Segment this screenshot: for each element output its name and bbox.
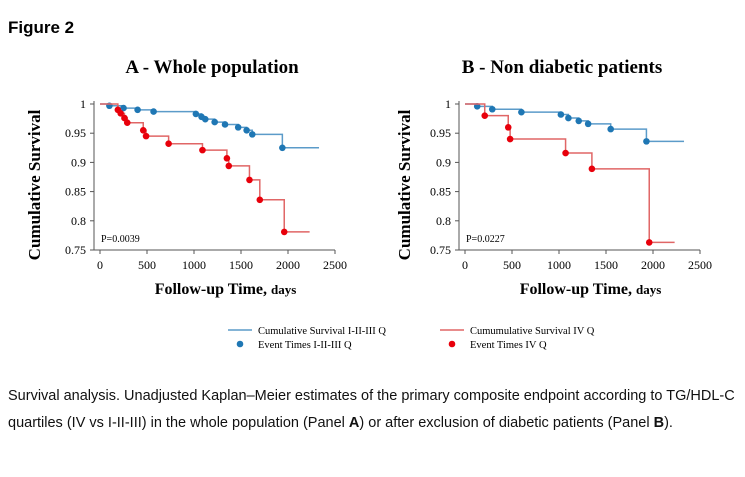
event-dot-b-q4-2 bbox=[506, 135, 514, 143]
legend-label-q4-dot: Event Times IV Q bbox=[470, 340, 547, 351]
event-dot-a-q4-4 bbox=[139, 126, 147, 134]
y-tick-label-b-4: 0.95 bbox=[430, 126, 451, 140]
caption-part-3: B bbox=[653, 415, 665, 431]
axes-a: 0.75 0.8 0.85 0.9 0.95 1 0 500 1000 1500 2000 2500 bbox=[65, 97, 347, 272]
x-axis-label-a: Follow-up Time, days bbox=[155, 281, 297, 298]
y-tick-label-b-1: 0.8 bbox=[436, 214, 451, 228]
event-dot-b-q123-6 bbox=[584, 120, 592, 128]
panel-a: A - Whole population Cumulative Survival 0… bbox=[25, 57, 347, 298]
km-curve-b-q4 bbox=[465, 103, 675, 244]
event-dot-b-q123-8 bbox=[643, 138, 650, 145]
event-dot-a-q123-4 bbox=[192, 110, 200, 118]
event-dot-b-q4-4 bbox=[588, 165, 596, 173]
legend-swatch-q4-dot bbox=[448, 340, 456, 348]
x-tick-label-b-2: 1000 bbox=[547, 258, 571, 272]
x-tick-label-b-5: 2500 bbox=[688, 258, 712, 272]
x-tick-label-b-3: 1500 bbox=[594, 258, 618, 272]
figure-caption: Survival analysis. Unadjusted Kaplan–Mei… bbox=[8, 383, 736, 437]
y-tick-label-a-5: 1 bbox=[80, 97, 86, 111]
legend-item-q4-dot: Event Times IV Q bbox=[448, 340, 547, 351]
x-axis-label-unit-a: days bbox=[271, 282, 296, 297]
chart-title-b: B - Non diabetic patients bbox=[462, 57, 663, 78]
event-dot-a-q123-1 bbox=[120, 104, 127, 112]
y-tick-label-b-3: 0.9 bbox=[436, 155, 451, 169]
x-axis-label-main-a: Follow-up Time, bbox=[155, 281, 271, 298]
x-tick-label-a-4: 2000 bbox=[276, 258, 300, 272]
km-curve-a-q4 bbox=[100, 103, 310, 233]
x-tick-label-b-4: 2000 bbox=[641, 258, 665, 272]
event-dot-b-q123-2 bbox=[518, 108, 525, 116]
event-dot-a-q123-8 bbox=[221, 121, 229, 128]
axes-b: 0.75 0.8 0.85 0.9 0.95 1 0 500 1000 1500 2000 2500 bbox=[430, 97, 712, 272]
event-dot-b-q123-5 bbox=[575, 117, 583, 125]
event-dot-a-q4-3 bbox=[123, 119, 131, 126]
x-tick-label-a-0: 0 bbox=[97, 258, 103, 272]
event-dot-a-q4-6 bbox=[165, 140, 172, 148]
caption-part-4: ). bbox=[664, 415, 673, 431]
event-dot-a-q123-11 bbox=[248, 131, 256, 138]
event-dot-a-q123-12 bbox=[279, 144, 286, 152]
legend-label-q4-line: Cumumulative Survival IV Q bbox=[470, 326, 595, 337]
y-tick-label-a-0: 0.75 bbox=[65, 243, 86, 257]
x-tick-label-a-3: 1500 bbox=[229, 258, 253, 272]
y-tick-label-a-4: 0.95 bbox=[65, 126, 86, 140]
figure-heading: Figure 2 bbox=[8, 18, 75, 37]
legend-label-q123-line: Cumulative Survival I-II-III Q bbox=[258, 326, 386, 337]
caption-part-2: ) or after exclusion of diabetic patient… bbox=[359, 415, 654, 431]
event-dot-b-q123-1 bbox=[488, 105, 496, 113]
event-dot-a-q123-6 bbox=[201, 115, 209, 123]
event-dot-a-q4-1 bbox=[117, 110, 124, 117]
x-tick-label-a-1: 500 bbox=[138, 258, 156, 272]
event-dot-a-q123-7 bbox=[211, 118, 218, 126]
y-tick-label-b-0: 0.75 bbox=[430, 243, 451, 257]
event-dot-b-q123-7 bbox=[607, 125, 614, 133]
x-tick-label-b-1: 500 bbox=[503, 258, 521, 272]
event-dot-b-q123-3 bbox=[557, 111, 565, 118]
y-tick-label-a-2: 0.85 bbox=[65, 185, 86, 199]
event-dot-b-q4-0 bbox=[481, 112, 489, 119]
legend-item-q4-line: Cumumulative Survival IV Q bbox=[440, 326, 595, 337]
y-axis-label-a: Cumulative Survival bbox=[25, 109, 44, 260]
event-dot-b-q4-5 bbox=[645, 239, 653, 246]
event-dot-b-q4-1 bbox=[504, 124, 512, 131]
event-dot-b-q123-4 bbox=[565, 114, 572, 122]
y-tick-label-a-1: 0.8 bbox=[71, 214, 86, 228]
event-dot-a-q123-10 bbox=[243, 126, 250, 134]
event-dot-a-q4-10 bbox=[246, 176, 253, 184]
x-tick-label-b-0: 0 bbox=[462, 258, 468, 272]
event-dot-a-q4-11 bbox=[256, 196, 264, 204]
caption-part-1: A bbox=[348, 415, 360, 431]
panel-b: B - Non diabetic patients Cumulative Surv… bbox=[395, 57, 712, 298]
event-dot-a-q4-8 bbox=[223, 155, 231, 162]
event-dot-a-q123-9 bbox=[234, 124, 242, 131]
legend: Cumulative Survival I-II-III Q Cumumulati… bbox=[228, 326, 595, 351]
y-tick-label-b-2: 0.85 bbox=[430, 185, 451, 199]
legend-swatch-q123-dot bbox=[236, 340, 244, 348]
x-axis-label-unit-b: days bbox=[636, 282, 661, 297]
event-dot-a-q4-7 bbox=[199, 146, 206, 154]
y-tick-label-a-3: 0.9 bbox=[71, 155, 86, 169]
event-dot-b-q4-3 bbox=[562, 149, 569, 157]
legend-item-q123-line: Cumulative Survival I-II-III Q bbox=[228, 326, 386, 337]
event-dot-a-q4-12 bbox=[280, 228, 288, 236]
event-dot-a-q4-9 bbox=[225, 162, 233, 170]
legend-item-q123-dot: Event Times I-II-III Q bbox=[236, 340, 352, 351]
km-figure: A - Whole population Cumulative Survival 0… bbox=[25, 57, 712, 351]
y-tick-label-b-5: 1 bbox=[445, 97, 451, 111]
legend-label-q123-dot: Event Times I-II-III Q bbox=[258, 340, 352, 351]
p-value-annotation-a: P=0.0039 bbox=[101, 234, 140, 245]
km-curve-b-q123 bbox=[465, 103, 685, 143]
y-axis-label-b: Cumulative Survival bbox=[395, 109, 414, 260]
chart-title-a: A - Whole population bbox=[125, 57, 299, 78]
event-dot-a-q123-2 bbox=[134, 106, 141, 114]
x-axis-label-b: Follow-up Time, days bbox=[520, 281, 662, 298]
caption-part-0: Survival analysis. Unadjusted Kaplan–Mei… bbox=[8, 388, 735, 431]
x-tick-label-a-2: 1000 bbox=[182, 258, 206, 272]
km-curve-a-q123 bbox=[100, 103, 320, 149]
event-dot-a-q4-5 bbox=[142, 132, 150, 140]
event-dot-a-q123-3 bbox=[150, 108, 157, 115]
p-value-annotation-b: P=0.0227 bbox=[466, 234, 505, 245]
x-axis-label-main-b: Follow-up Time, bbox=[520, 281, 636, 298]
x-tick-label-a-5: 2500 bbox=[323, 258, 347, 272]
